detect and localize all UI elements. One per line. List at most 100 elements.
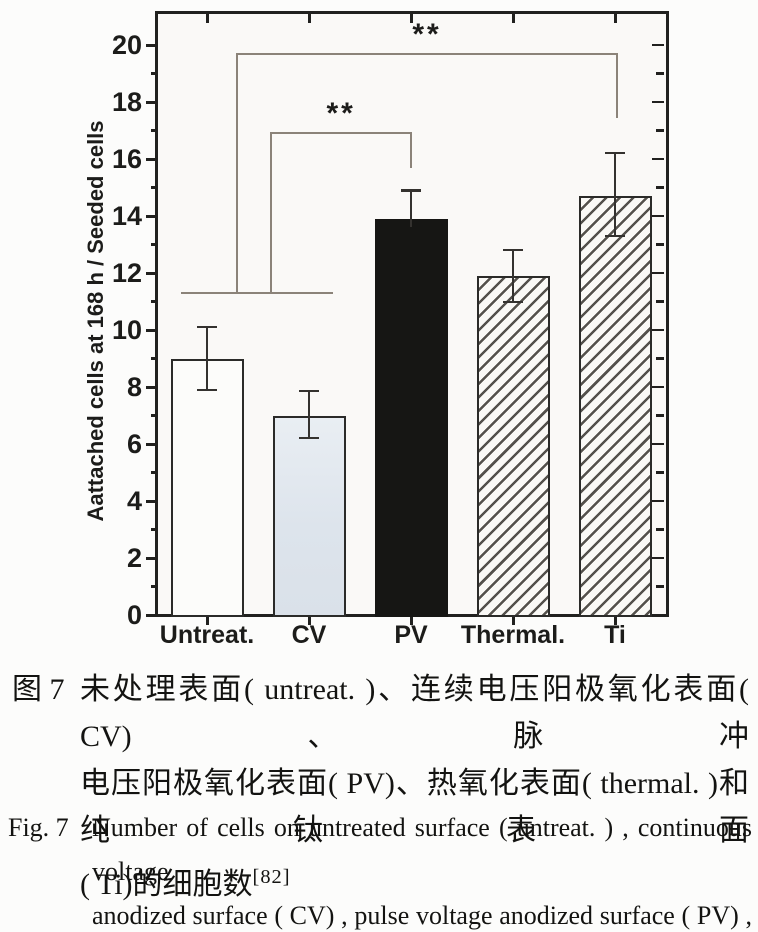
right-axis-tick bbox=[656, 357, 664, 360]
y-tick-label: 4 bbox=[126, 486, 142, 516]
significance-label-0: ** bbox=[412, 17, 442, 51]
caption-en-line2-text: anodized surface ( CV) , pulse voltage a… bbox=[92, 901, 752, 930]
y-axis-major-tick bbox=[146, 271, 158, 275]
bottom-axis-tick bbox=[613, 617, 617, 625]
y-tick-label: 20 bbox=[111, 30, 142, 60]
bar-thermal bbox=[476, 275, 550, 617]
caption-zh-line2: 电压阳极氧化表面( PV)、热氧化表面( thermal. )和纯钛表面 bbox=[12, 760, 749, 854]
significance-drop-1 bbox=[410, 133, 412, 168]
caption-zh-line1: 图 7 未处理表面( untreat. )、连续电压阳极氧化表面( CV)、脉冲 bbox=[12, 666, 749, 760]
bar-cv bbox=[272, 415, 346, 617]
error-bar-cap-untreat bbox=[197, 326, 217, 329]
y-tick-label: 8 bbox=[126, 372, 142, 402]
right-axis-tick bbox=[652, 271, 664, 275]
y-axis-major-tick bbox=[146, 43, 158, 47]
y-axis-major-tick bbox=[146, 214, 158, 218]
right-axis-tick bbox=[656, 72, 664, 75]
top-axis-tick bbox=[307, 14, 311, 23]
y-axis-major-tick bbox=[146, 157, 158, 161]
error-bar-stem-ti bbox=[614, 153, 616, 236]
significance-stem-1 bbox=[270, 133, 273, 293]
significance-baseline bbox=[180, 291, 333, 294]
y-axis-minor-tick bbox=[151, 357, 158, 360]
right-axis-tick bbox=[652, 100, 664, 104]
caption-english: Fig. 7 Number of cells on untreated surfa… bbox=[8, 806, 752, 932]
error-bar-stem-thermal bbox=[512, 250, 514, 302]
y-tick-label: 0 bbox=[126, 600, 142, 630]
error-bar-stem-untreat bbox=[206, 327, 208, 390]
bar-chart: Aattached cells at 168 h / Seeded cells … bbox=[83, 11, 669, 649]
y-axis-major-tick bbox=[146, 328, 158, 332]
right-axis-tick bbox=[656, 300, 664, 303]
right-axis-tick bbox=[652, 385, 664, 389]
y-axis-minor-tick bbox=[151, 528, 158, 531]
caption-zh-line3: ( Ti)的细胞数[82] bbox=[12, 854, 749, 908]
right-axis-tick bbox=[652, 328, 664, 332]
bar-pv bbox=[374, 218, 448, 617]
error-bar-cap-ti bbox=[605, 152, 625, 155]
caption-en-line2: anodized surface ( CV) , pulse voltage a… bbox=[8, 894, 752, 932]
significance-label-1: ** bbox=[326, 97, 356, 131]
error-bar-cap-ti bbox=[605, 234, 625, 238]
error-bar-cap-cv bbox=[299, 437, 319, 440]
bottom-axis-tick bbox=[205, 617, 209, 625]
right-axis-tick bbox=[656, 585, 664, 588]
caption-chinese: 图 7 未处理表面( untreat. )、连续电压阳极氧化表面( CV)、脉冲 … bbox=[12, 666, 749, 908]
significance-bar-1 bbox=[270, 132, 412, 135]
error-bar-cap-thermal bbox=[503, 300, 523, 303]
y-axis-minor-tick bbox=[151, 585, 158, 588]
x-tick-label-cv: CV bbox=[291, 621, 327, 649]
y-tick-label: 10 bbox=[111, 315, 142, 345]
right-axis-tick bbox=[656, 243, 664, 246]
y-tick-label: 16 bbox=[111, 144, 142, 174]
bar-ti bbox=[578, 196, 652, 617]
bottom-axis-tick bbox=[409, 617, 413, 625]
error-bar-cap-thermal bbox=[503, 249, 523, 252]
y-axis-minor-tick bbox=[151, 72, 158, 75]
figure-number-zh: 图 7 bbox=[12, 673, 65, 706]
top-axis-tick bbox=[205, 14, 209, 23]
error-bar-cap-cv bbox=[299, 390, 319, 393]
y-axis-major-tick bbox=[146, 100, 158, 104]
y-axis-minor-tick bbox=[151, 243, 158, 246]
bar-untreat bbox=[170, 358, 244, 617]
y-axis-minor-tick bbox=[151, 129, 158, 132]
error-bar-stem-pv bbox=[410, 190, 412, 227]
error-bar-stem-cv bbox=[308, 391, 310, 439]
figure-number-en: Fig. 7 bbox=[8, 813, 69, 842]
right-axis-tick bbox=[652, 499, 664, 503]
significance-stem-0 bbox=[236, 53, 239, 293]
y-tick-label: 14 bbox=[111, 201, 142, 231]
right-axis-tick bbox=[656, 186, 664, 189]
right-axis-tick bbox=[656, 471, 664, 474]
right-axis-tick bbox=[656, 528, 664, 531]
x-tick-label-thermal: Thermal. bbox=[460, 621, 566, 649]
y-axis-major-tick bbox=[146, 499, 158, 503]
top-axis-tick bbox=[613, 14, 617, 23]
y-tick-label: 6 bbox=[126, 429, 142, 459]
y-tick-label: 2 bbox=[126, 543, 142, 573]
caption-en-line1: Fig. 7 Number of cells on untreated surfa… bbox=[8, 806, 752, 894]
caption-en-line1-text: Number of cells on untreated surface ( u… bbox=[92, 813, 752, 886]
right-axis-tick bbox=[652, 214, 664, 218]
top-axis-tick bbox=[511, 14, 515, 23]
y-tick-label: 12 bbox=[111, 258, 142, 288]
x-tick-label-ti: Ti bbox=[604, 621, 626, 649]
caption-zh-line1-text: 未处理表面( untreat. )、连续电压阳极氧化表面( CV)、脉冲 bbox=[80, 673, 749, 753]
significance-bar-0 bbox=[236, 52, 619, 55]
y-axis-major-tick bbox=[146, 613, 158, 617]
x-tick-label-pv: PV bbox=[394, 621, 428, 649]
y-axis-minor-tick bbox=[151, 186, 158, 189]
y-axis-major-tick bbox=[146, 385, 158, 389]
right-axis-tick bbox=[656, 129, 664, 132]
right-axis-tick bbox=[652, 442, 664, 446]
y-axis-minor-tick bbox=[151, 471, 158, 474]
citation-superscript-zh: [82] bbox=[252, 866, 291, 888]
error-bar-cap-untreat bbox=[197, 388, 217, 392]
bottom-axis-tick bbox=[511, 617, 515, 625]
caption-zh-line3-text: ( Ti)的细胞数 bbox=[80, 868, 253, 901]
error-bar-cap-pv bbox=[401, 189, 421, 192]
x-tick-label-untreat: Untreat. bbox=[159, 621, 255, 649]
right-axis-tick bbox=[652, 43, 664, 47]
